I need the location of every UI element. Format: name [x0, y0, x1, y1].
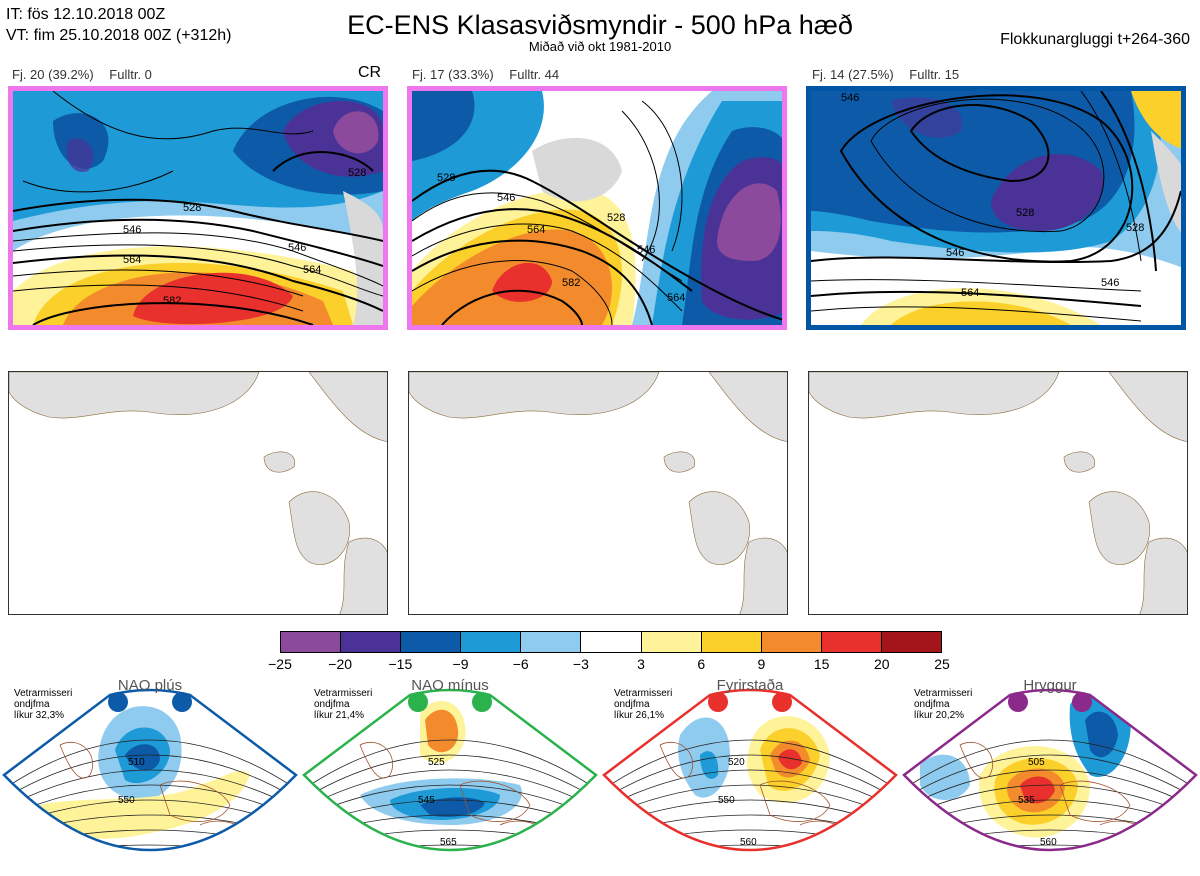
header-info: IT: fös 12.10.2018 00Z VT: fim 25.10.201…: [6, 4, 231, 46]
contour-label: 582: [163, 295, 181, 307]
cluster-3-count: Fj. 14 (27.5%): [812, 67, 894, 82]
contour-label: 528: [1016, 207, 1034, 219]
regime-contour-label: 565: [440, 837, 457, 848]
contour-label: 564: [961, 287, 979, 299]
cluster-1-tag: CR: [358, 64, 382, 81]
colorbar-swatch: [761, 632, 822, 652]
cluster-2-label: Fj. 17 (33.3%) Fulltr. 44: [412, 67, 571, 82]
regime-title: NAO plús: [117, 677, 183, 694]
contour-label: 528: [1126, 222, 1144, 234]
colorbar-swatch: [281, 632, 342, 652]
colorbar-swatch: [821, 632, 882, 652]
colorbar-tick-label: 3: [637, 656, 645, 672]
regime-panel: 510 550: [0, 675, 300, 871]
contour-label: 528: [348, 167, 366, 179]
regime-marker: [1008, 692, 1028, 712]
regime-contour-label: 525: [428, 757, 445, 768]
regime-contour-label: 535: [1018, 795, 1035, 806]
regime-contour-label: 505: [1028, 757, 1045, 768]
colorbar-tick-label: 6: [697, 656, 706, 672]
cluster-1-control: Fulltr. 0: [109, 67, 152, 82]
page-subtitle: Miðað við okt 1981-2010: [528, 39, 672, 54]
colorbar-swatch: [581, 632, 642, 652]
regime-contour-label: 550: [718, 795, 735, 806]
regime-contour-label: 545: [418, 795, 435, 806]
colorbar-swatch: [881, 632, 942, 652]
regime-note: Vetrarmisseri ondjfma líkur 20,2%: [914, 688, 973, 721]
colorbar-tick-label: 9: [757, 656, 766, 672]
regime-marker: [108, 692, 128, 712]
colorbar-tick-label: 15: [813, 656, 830, 672]
colorbar-tick-label: −25: [268, 656, 292, 672]
contour-label: 546: [637, 244, 655, 256]
regime-title: NAO mínus: [411, 677, 489, 694]
colorbar-tick-label: −15: [388, 656, 413, 672]
contour-label: 564: [527, 224, 545, 236]
contour-label: 564: [123, 254, 141, 266]
regime-panel: 505 535 560: [900, 675, 1200, 871]
contour-label: 528: [183, 202, 201, 214]
regime-contour-label: 520: [728, 757, 745, 768]
regime-note: Vetrarmisseri ondjfma líkur 26,1%: [614, 688, 673, 721]
colorbar-tick-label: −20: [328, 656, 353, 672]
regime-contour-label: 550: [118, 795, 135, 806]
cluster-2-empty-map: [408, 371, 788, 615]
cluster-3-label: Fj. 14 (27.5%) Fulltr. 15: [812, 67, 971, 82]
colorbar-tick-label: −6: [512, 656, 529, 672]
regime-note: Vetrarmisseri ondjfma líkur 21,4%: [314, 688, 373, 721]
cluster-1-label: Fj. 20 (39.2%) Fulltr. 0: [12, 67, 164, 82]
regime-marker: [472, 692, 492, 712]
colorbar-swatch: [641, 632, 702, 652]
regime-marker: [1072, 692, 1092, 712]
contour-label: 528: [607, 212, 625, 224]
contour-label: 546: [288, 242, 306, 254]
contour-label: 564: [303, 264, 321, 276]
colorbar-tick-label: −3: [572, 656, 589, 672]
initial-time: IT: fös 12.10.2018 00Z: [6, 6, 166, 23]
colorbar-swatch: [401, 632, 462, 652]
regime-note: Vetrarmisseri ondjfma líkur 32,3%: [14, 688, 73, 721]
regime-marker: [772, 692, 792, 712]
colorbar-tick-label: 25: [934, 656, 950, 672]
cluster-2-control: Fulltr. 44: [509, 67, 560, 82]
contour-label: 546: [841, 92, 859, 104]
contour-label: 546: [946, 247, 964, 259]
regime-marker: [172, 692, 192, 712]
regime-contour-label: 560: [1040, 837, 1057, 848]
cluster-3-control: Fulltr. 15: [909, 67, 960, 82]
colorbar: [280, 631, 942, 653]
contour-label: 546: [1101, 277, 1119, 289]
cluster-1-count: Fj. 20 (39.2%): [12, 67, 94, 82]
regime-panel: 520 550 560: [600, 675, 900, 871]
regime-contour-label: 560: [740, 837, 757, 848]
cluster-3-map: 546 528 528 546 564 546: [806, 86, 1186, 330]
valid-time: VT: fim 25.10.2018 00Z (+312h): [6, 27, 232, 44]
cluster-2-map: 528 546 564 582 528 546 564: [407, 86, 787, 330]
contour-label: 528: [437, 172, 455, 184]
colorbar-swatch: [521, 632, 582, 652]
colorbar-tick-label: 20: [874, 656, 890, 672]
regime-contour-label: 510: [128, 757, 145, 768]
colorbar-swatch: [701, 632, 762, 652]
regime-marker: [408, 692, 428, 712]
contour-label: 546: [123, 224, 141, 236]
cluster-2-count: Fj. 17 (33.3%): [412, 67, 494, 82]
cluster-3-empty-map: [808, 371, 1188, 615]
regime-title: Fyrirstaða: [716, 677, 784, 694]
regime-panel: 525 545 565: [300, 675, 600, 871]
classification-window: Flokkunargluggi t+264-360: [1000, 31, 1190, 48]
regime-marker: [708, 692, 728, 712]
cluster-1-empty-map: [8, 371, 388, 615]
colorbar-swatch: [341, 632, 402, 652]
contour-label: 546: [497, 192, 515, 204]
regime-title: Hryggur: [1023, 677, 1077, 694]
colorbar-tick-label: −9: [452, 656, 469, 672]
page-title: EC-ENS Klasasviðsmyndir - 500 hPa hæð: [347, 10, 853, 40]
contour-label: 564: [667, 292, 685, 304]
cluster-1-map: 528 546 546 564 564 582 528: [8, 86, 388, 330]
contour-label: 582: [562, 277, 580, 289]
colorbar-swatch: [461, 632, 522, 652]
